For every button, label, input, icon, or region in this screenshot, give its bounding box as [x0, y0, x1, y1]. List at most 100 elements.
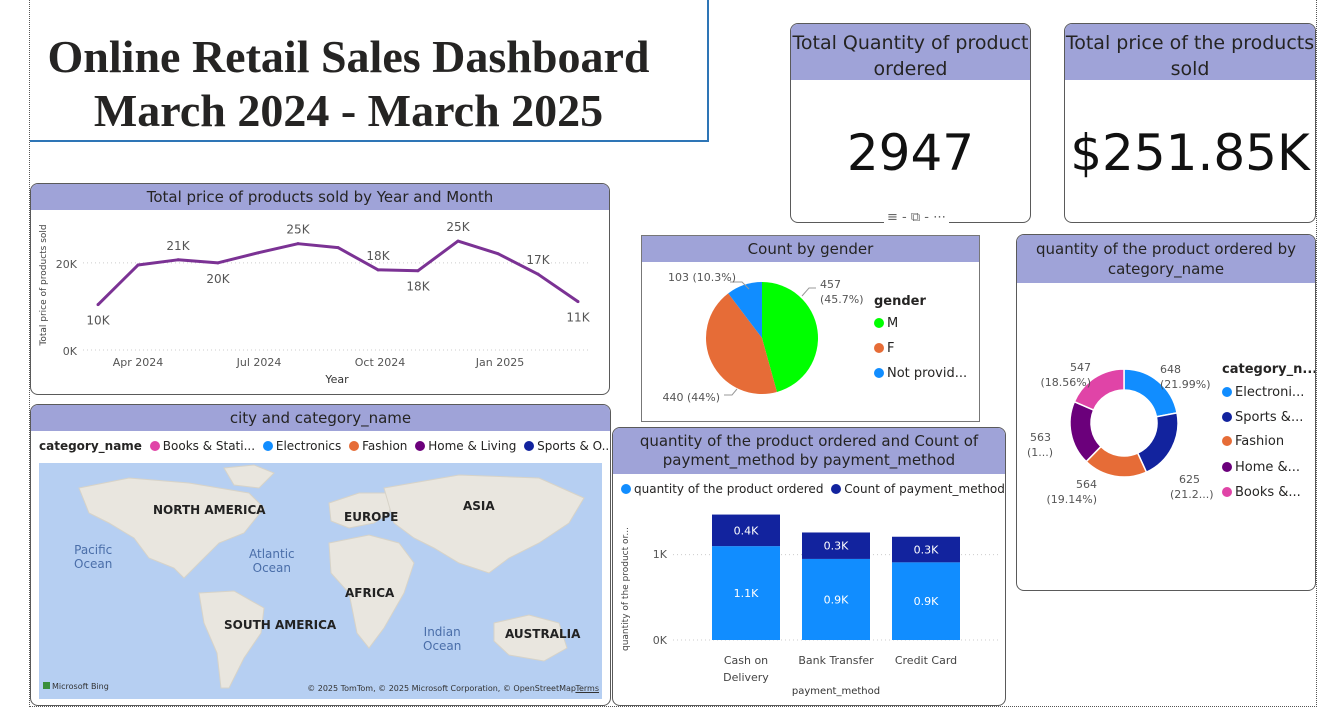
payment-x-title: payment_method: [792, 686, 880, 697]
line-chart-y-title: Total price of products sold: [39, 224, 49, 346]
legend-dot-icon: [349, 441, 360, 451]
dashboard-frame: [29, 0, 1317, 707]
visual-toolbar: ≡ - ⧉ - ⋯: [884, 210, 950, 225]
line-data-label: 18K: [406, 280, 430, 294]
category-legend-item[interactable]: Sports &...: [1222, 410, 1303, 425]
cat-label-h-pct: (1...): [1027, 446, 1053, 459]
gender-legend-item-f[interactable]: F: [874, 341, 894, 356]
category-legend-item[interactable]: Home &...: [1222, 460, 1300, 475]
legend-label: Not provid...: [887, 366, 968, 381]
continent-label: EUROPE: [344, 510, 399, 524]
gender-pie-slice: [762, 282, 818, 392]
gender-pie-slice: [728, 282, 762, 338]
gender-label-m-count: 457: [820, 278, 841, 291]
gender-pie-chart: 103 (10.3%) 457 (45.7%) 440 (44%): [662, 271, 863, 404]
category-legend-item[interactable]: Fashion: [1222, 434, 1284, 449]
gender-chart-card[interactable]: Count by gender 103 (10.3%) 457 (45.7%) …: [641, 235, 980, 422]
line-data-point: [536, 272, 540, 276]
line-chart-card[interactable]: Total price of products sold by Year and…: [30, 183, 610, 395]
map-legend-item[interactable]: Electronics: [275, 439, 342, 453]
category-donut-slice: [1123, 368, 1178, 418]
line-data-point: [576, 300, 580, 304]
focus-mode-icon[interactable]: ⧉: [910, 210, 921, 225]
legend-dot-icon: [874, 368, 884, 378]
payment-bar-quantity: [892, 562, 960, 640]
map-card[interactable]: city and category_name category_name Boo…: [30, 404, 611, 706]
legend-dot-icon: [1222, 462, 1232, 472]
category-donut-chart: 648 (21.99%) 625 (21.2...) 564 (19.14%) …: [1027, 361, 1214, 506]
payment-y-title: quantity of the product or...: [621, 527, 631, 651]
filter-icon[interactable]: ≡: [887, 210, 898, 225]
map-terms-link[interactable]: Terms: [575, 684, 599, 693]
line-chart: Total price of products sold 0K 20K Apr …: [39, 220, 591, 386]
line-data-label: 21K: [166, 239, 190, 253]
line-y-tick-0: 0K: [63, 345, 78, 358]
payment-bar-count: [712, 514, 780, 547]
legend-dot-icon: [1222, 387, 1232, 397]
kpi-card-quantity[interactable]: Total Quantity of product ordered 2947: [790, 23, 1031, 223]
line-data-point: [496, 252, 500, 256]
continent-label: AUSTRALIA: [505, 627, 581, 641]
cat-label-s-val: 625: [1179, 473, 1200, 486]
line-chart-title: Total price of products sold by Year and…: [31, 184, 609, 210]
payment-legend-item[interactable]: Count of payment_method: [844, 482, 1005, 496]
legend-label: Electroni...: [1235, 385, 1305, 400]
cat-label-s-pct: (21.2...): [1170, 488, 1214, 501]
line-x-tick: Oct 2024: [355, 356, 406, 369]
continent-label: SOUTH AMERICA: [224, 618, 337, 632]
legend-dot-icon: [831, 484, 842, 494]
map-legend-item[interactable]: Fashion: [362, 439, 408, 453]
payment-chart-title: quantity of the product ordered and Coun…: [613, 428, 1005, 474]
line-data-label: 25K: [446, 220, 470, 234]
line-data-label: 10K: [86, 314, 110, 328]
legend-dot-icon: [415, 441, 426, 451]
gender-chart-title: Count by gender: [642, 236, 979, 262]
category-legend-item[interactable]: Books &...: [1222, 485, 1301, 500]
legend-dot-icon: [149, 441, 160, 451]
world-map-landmass: [78, 464, 585, 689]
map-legend-item[interactable]: Home & Living: [428, 439, 517, 453]
line-data-point: [376, 268, 380, 272]
legend-label: Fashion: [1235, 434, 1285, 449]
line-x-tick: Apr 2024: [113, 356, 164, 369]
legend-dot-icon: [262, 441, 273, 451]
payment-x-tick: Credit Card: [895, 654, 957, 667]
cat-label-e-pct: (21.99%): [1160, 378, 1211, 391]
map-legend-title: category_name: [39, 439, 142, 453]
line-data-label: 20K: [206, 272, 230, 286]
line-data-label: 17K: [526, 253, 550, 267]
payment-x-tick: Cash on: [724, 654, 768, 667]
legend-label: Home &...: [1235, 460, 1301, 475]
bing-logo: Microsoft Bing: [43, 682, 109, 691]
gender-legend-item-m[interactable]: M: [874, 316, 898, 331]
category-donut-slice: [1073, 368, 1125, 411]
ocean-label: Pacific Ocean: [74, 543, 113, 571]
gender-legend-item-n[interactable]: Not provid...: [874, 366, 967, 381]
line-data-point: [256, 251, 260, 255]
payment-bar-label: 0.4K: [734, 524, 759, 537]
map-legend-item[interactable]: Sports & O...: [537, 439, 611, 453]
payment-legend-item[interactable]: quantity of the product ordered: [634, 482, 824, 496]
map-legend-item[interactable]: Books & Stati...: [162, 439, 256, 453]
more-options-icon[interactable]: ⋯: [933, 210, 947, 225]
kpi-quantity-label: Total Quantity of product ordered: [791, 24, 1030, 80]
ocean-label: Indian Ocean: [423, 625, 462, 653]
legend-dot-icon: [621, 484, 631, 494]
payment-bar-quantity: [712, 546, 780, 640]
payment-chart-card[interactable]: quantity of the product ordered and Coun…: [612, 427, 1006, 706]
payment-y-tick: 1K: [653, 548, 668, 561]
payment-bar-chart: quantity of the product or... 0K 1K 1.1K…: [621, 514, 998, 697]
cat-label-e-val: 648: [1160, 363, 1181, 376]
line-data-point: [136, 263, 140, 267]
world-map[interactable]: NORTH AMERICA EUROPE ASIA AFRICA SOUTH A…: [39, 463, 602, 699]
line-y-tick-20k: 20K: [56, 258, 78, 271]
kpi-card-price[interactable]: Total price of the products sold $251.85…: [1064, 23, 1316, 223]
category-legend-item[interactable]: Electroni...: [1222, 385, 1304, 400]
legend-label: Books &...: [1235, 485, 1301, 500]
line-data-point: [296, 242, 300, 246]
category-chart-card[interactable]: quantity of the product ordered by categ…: [1016, 234, 1316, 591]
payment-bar-count: [802, 532, 870, 559]
payment-legend: quantity of the product ordered Count of…: [621, 482, 1005, 496]
legend-label: M: [887, 316, 899, 331]
gender-pie-slice: [706, 293, 777, 394]
